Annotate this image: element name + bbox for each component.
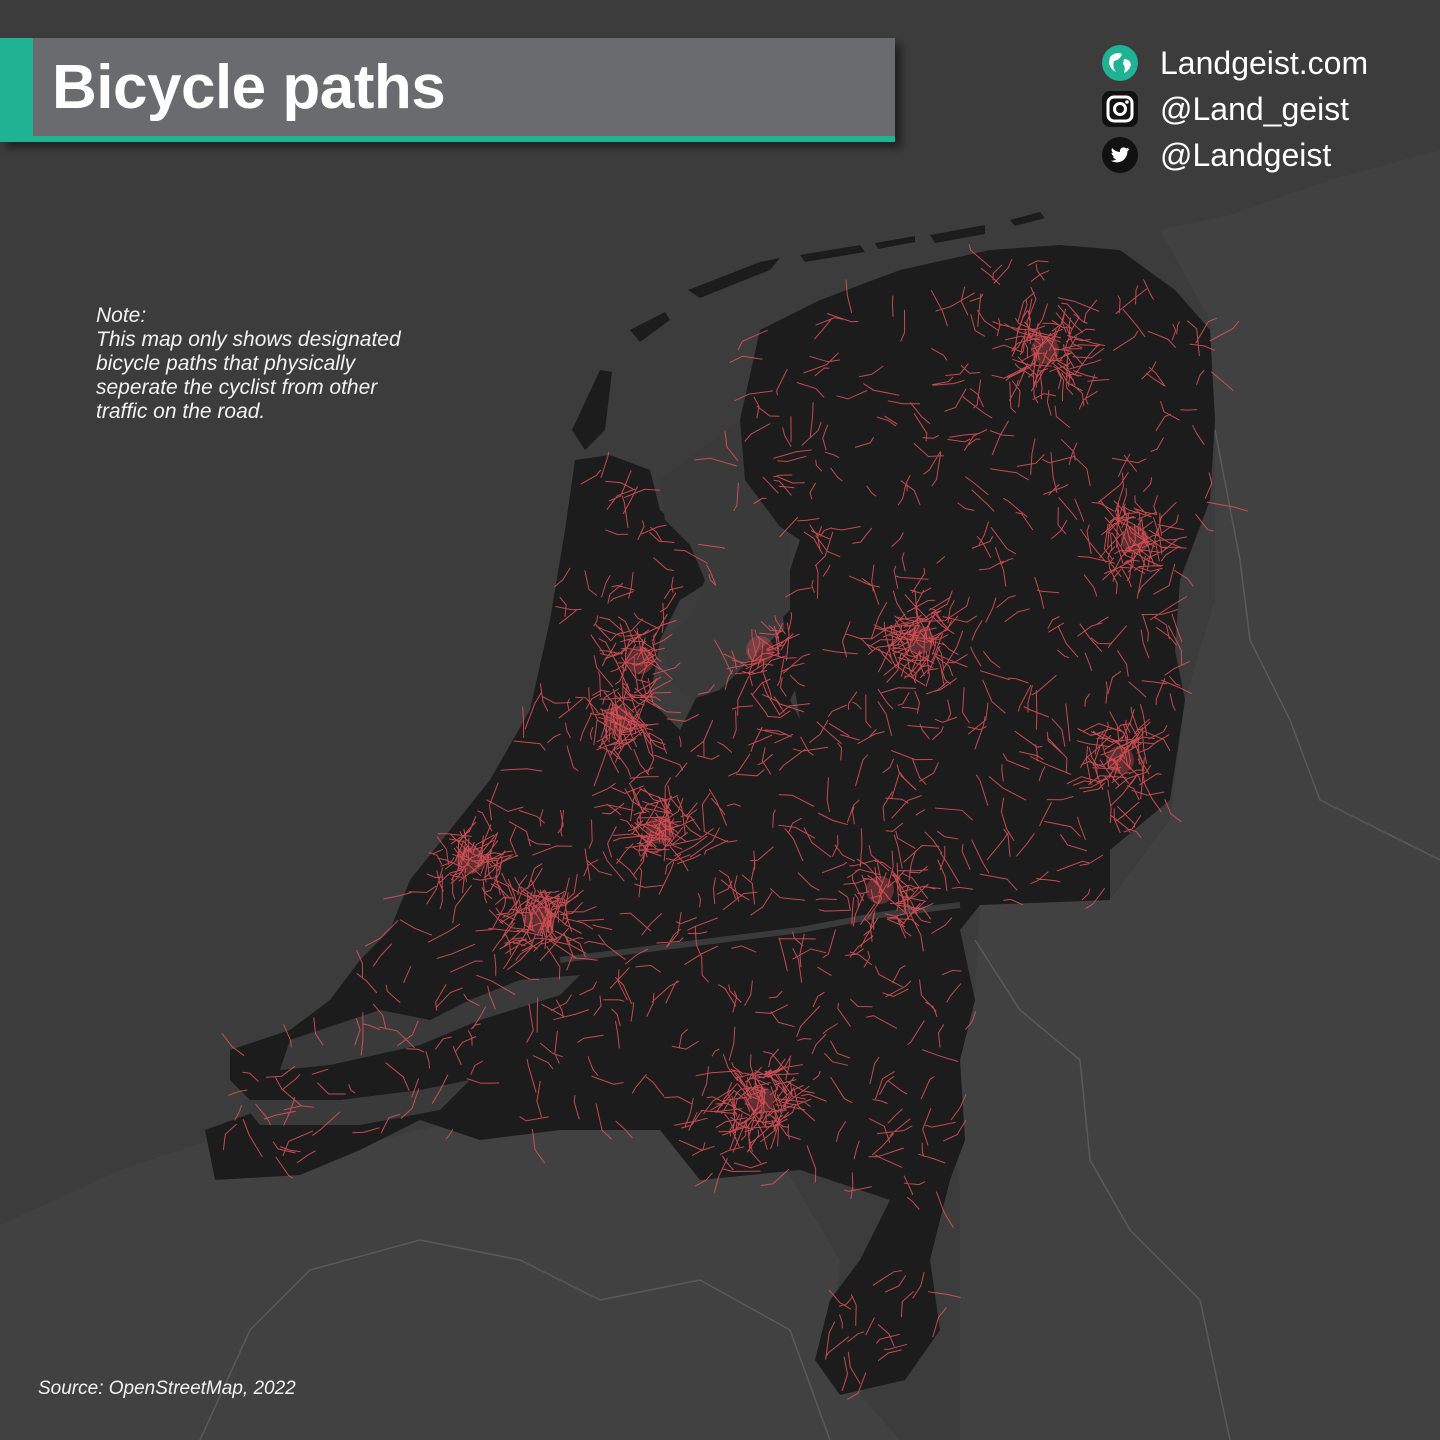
city-path-cluster — [626, 646, 654, 674]
city-path-cluster — [606, 706, 634, 734]
globe-icon — [1102, 45, 1138, 81]
map-title: Bicycle paths — [52, 53, 446, 122]
wadden-island — [688, 258, 780, 298]
city-path-cluster — [1121, 526, 1149, 554]
city-path-cluster — [1031, 336, 1059, 364]
city-path-cluster — [906, 626, 934, 654]
social-row-website[interactable]: Landgeist.com — [1102, 40, 1432, 86]
twitter-icon — [1102, 137, 1138, 173]
note-line: traffic on the road. — [96, 400, 266, 423]
wadden-island — [1010, 212, 1045, 226]
river-delta-water — [240, 1080, 470, 1125]
city-path-cluster — [746, 1086, 774, 1114]
twitter-handle[interactable]: @Landgeist — [1160, 136, 1332, 173]
wadden-island — [930, 225, 985, 243]
neighbor-land-germany — [950, 150, 1440, 1440]
social-row-instagram[interactable]: @Land_geist — [1102, 86, 1432, 132]
note-line: Note: — [96, 304, 147, 327]
note-line: bicycle paths that physically — [96, 352, 356, 375]
wadden-island — [875, 236, 915, 249]
title-accent-bar — [0, 38, 33, 142]
border-line — [974, 939, 1231, 1440]
source-credit: Source: OpenStreetMap, 2022 — [38, 1378, 296, 1399]
instagram-handle[interactable]: @Land_geist — [1160, 90, 1350, 127]
city-path-cluster — [456, 846, 484, 874]
title-banner: Bicycle paths — [0, 38, 895, 142]
border-line — [199, 1239, 831, 1440]
instagram-icon — [1102, 91, 1138, 127]
city-path-cluster — [1106, 746, 1134, 774]
social-row-twitter[interactable]: @Landgeist — [1102, 132, 1432, 178]
neighbor-land-belgium — [0, 1110, 900, 1440]
bicycle-paths-layer — [221, 244, 1249, 1400]
note-line: This map only shows designated — [96, 328, 401, 351]
river-delta-water — [280, 975, 580, 1070]
note-line: seperate the cyclist from other — [96, 376, 378, 399]
river-waal — [559, 902, 961, 963]
website-link[interactable]: Landgeist.com — [1160, 44, 1369, 81]
lake-ijsselmeer — [660, 420, 790, 660]
city-path-cluster — [746, 636, 774, 664]
city-path-cluster — [646, 816, 674, 844]
social-links: Landgeist.com @Land_geist @Landgeist — [1102, 40, 1432, 178]
city-path-cluster — [526, 906, 554, 934]
border-line — [1214, 429, 1440, 861]
wadden-island — [572, 370, 612, 450]
title-underline — [0, 136, 895, 142]
city-path-cluster — [866, 876, 894, 904]
map-note: Note: This map only shows designated bic… — [96, 304, 456, 424]
wadden-island — [630, 312, 670, 342]
netherlands-land — [205, 245, 1215, 1395]
wadden-island — [800, 245, 865, 262]
lake-markermeer — [660, 610, 760, 700]
bicycle-path-network — [221, 244, 1249, 1400]
